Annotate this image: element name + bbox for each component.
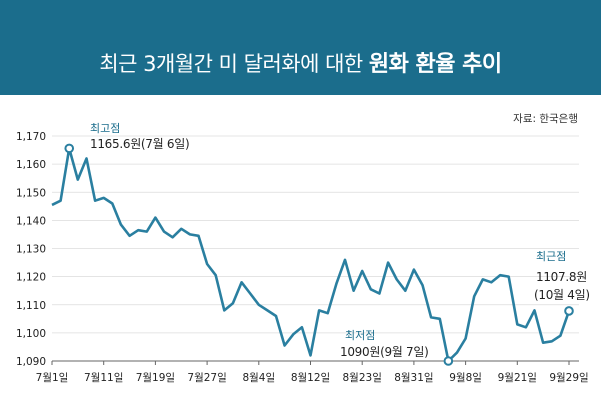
trough-value: 1090원(9월 7일): [340, 345, 429, 359]
y-tick-label: 1,170: [16, 131, 46, 143]
trough-marker: [443, 356, 454, 366]
x-tick-label: 9월29일: [549, 371, 588, 384]
x-tick-label: 9월21일: [498, 371, 537, 384]
x-tick-label: 8월4일: [242, 371, 275, 384]
title-light: 최근 3개월간 미 달러화에 대한: [99, 52, 363, 76]
peak-value: 1165.6원(7월 6일): [90, 137, 189, 151]
x-tick-label: 7월27일: [187, 371, 226, 384]
y-axis-ticks: 1,170 1,160 1,150 1,140 1,130 1,120 1,110 1,100…: [16, 131, 46, 368]
x-tick-label: 7월1일: [36, 371, 69, 384]
trough-label: 최저점: [345, 329, 375, 342]
x-tick-label: 8월12일: [291, 371, 330, 384]
x-tick-label: 8월31일: [394, 371, 433, 384]
peak-marker: [64, 143, 75, 154]
x-tick-label: 7월11일: [84, 371, 123, 384]
y-tick-label: 1,160: [16, 159, 46, 171]
latest-marker: [564, 306, 574, 316]
title-bold: 원화 환율 추이: [368, 52, 502, 77]
y-tick-label: 1,100: [16, 328, 46, 340]
series-line: [51, 147, 571, 363]
y-tick-label: 1,150: [16, 187, 46, 199]
y-tick-label: 1,110: [16, 300, 46, 312]
x-tick-label: 8월23일: [343, 371, 382, 384]
latest-value: 1107.8원: [536, 270, 587, 284]
latest-date: (10월 4일): [534, 288, 590, 302]
latest-label: 최근점: [536, 250, 566, 263]
x-tick-label: 7월19일: [136, 371, 175, 384]
x-tick-label: 9월8일: [449, 371, 482, 384]
source-note: 자료: 한국은행: [513, 113, 578, 125]
series-group: [51, 143, 574, 366]
y-tick-label: 1,090: [16, 356, 46, 368]
y-tick-label: 1,140: [16, 215, 46, 227]
header-banner: 최근 3개월간 미 달러화에 대한 원화 환율 추이: [0, 0, 601, 95]
peak-label: 최고점: [90, 122, 120, 135]
y-tick-label: 1,130: [16, 244, 46, 256]
y-tick-label: 1,120: [16, 272, 46, 284]
annotations: 최고점 1165.6원(7월 6일) 최저점 1090원(9월 7일) 최근점 …: [90, 122, 590, 359]
x-axis-ticks: 7월1일 7월11일 7월19일 7월27일 8월4일 8월12일 8월23일 8월31일 9월…: [36, 361, 589, 384]
chart-title: 최근 3개월간 미 달러화에 대한 원화 환율 추이: [0, 46, 601, 78]
